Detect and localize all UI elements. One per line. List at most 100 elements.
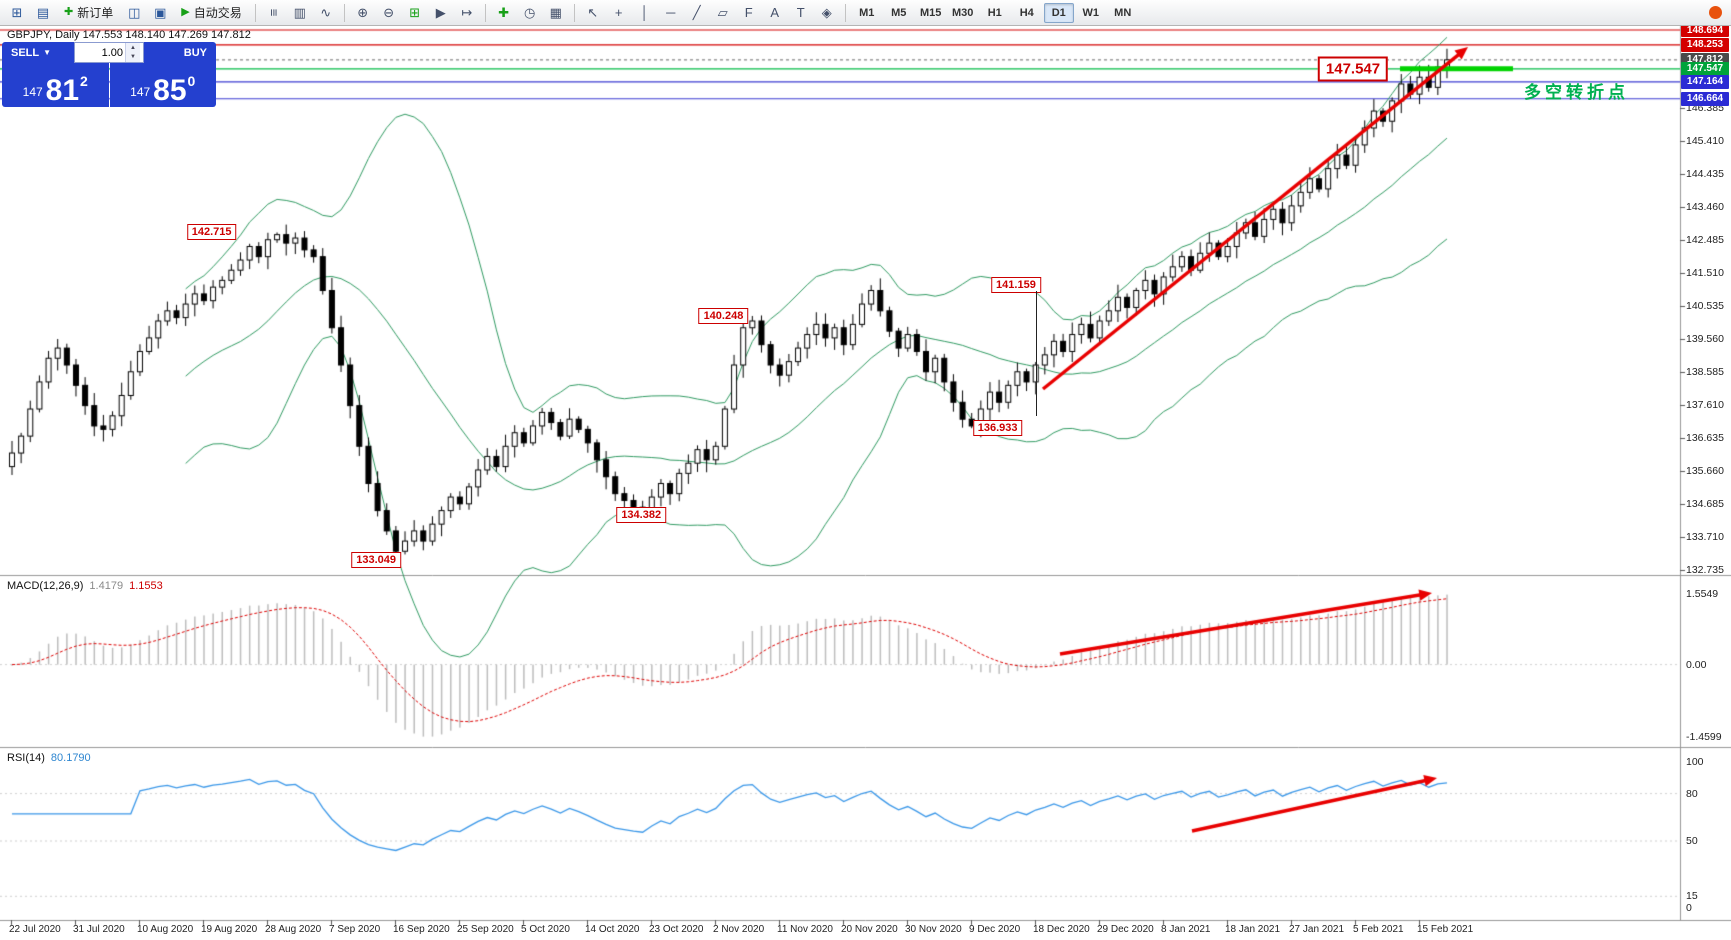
- new-order-icon: ✚: [64, 6, 74, 18]
- date-axis-label: 16 Sep 2020: [393, 924, 450, 935]
- timeframe-m15[interactable]: M15: [920, 6, 942, 19]
- new-chart-icon[interactable]: ⊞: [11, 4, 23, 20]
- data-window-icon[interactable]: ▣: [154, 4, 167, 20]
- sell-label: SELL: [11, 46, 40, 59]
- sell-button[interactable]: SELL ▼: [2, 42, 74, 63]
- sell-price-big: 81: [45, 73, 80, 107]
- timeframe-mn[interactable]: MN: [1114, 6, 1132, 19]
- toolbar-separator: [343, 3, 345, 22]
- buy-price[interactable]: 147 85 0: [109, 63, 216, 107]
- fibonacci-icon[interactable]: F: [744, 5, 753, 20]
- date-axis-label: 18 Dec 2020: [1033, 924, 1090, 935]
- price-line-label: 148.694: [1681, 23, 1729, 37]
- date-axis-label: 14 Oct 2020: [585, 924, 640, 935]
- timeframe-h1[interactable]: H1: [987, 6, 1002, 19]
- chart-profiles-icon[interactable]: ▤: [36, 4, 50, 20]
- periods-icon[interactable]: ◷: [524, 4, 536, 20]
- cursor-icon[interactable]: ↖: [587, 4, 599, 20]
- text-icon[interactable]: A: [770, 5, 780, 20]
- date-axis-label: 22 Jul 2020: [9, 924, 61, 935]
- volume-stepper-down[interactable]: ▼: [126, 52, 140, 62]
- trendline-icon[interactable]: ╱: [692, 4, 701, 20]
- bar-chart-icon[interactable]: ≡: [266, 8, 282, 17]
- price-annotation-label[interactable]: 147.547: [1317, 56, 1389, 82]
- timeframe-d1[interactable]: D1: [1043, 2, 1074, 23]
- date-axis-label: 11 Nov 2020: [777, 924, 833, 935]
- buy-price-big: 85: [153, 73, 187, 107]
- buy-label: BUY: [183, 46, 207, 59]
- templates-icon[interactable]: ▦: [549, 4, 562, 20]
- toolbar: ⊞ ▤ ✚ 新订单 ◫ ▣ ▶ 自动交易 ≡ ▥ ∿ ⊕ ⊖ ⊞ ▶ ↦ ✚ ◷ ▦ ↖ + │ ─ ╱ ▱ F A T…: [0, 0, 1731, 26]
- equidistant-channel-icon[interactable]: ▱: [717, 4, 728, 20]
- date-axis-label: 18 Jan 2021: [1225, 924, 1281, 935]
- rsi-axis-label: 100: [1686, 756, 1704, 768]
- date-axis-label: 15 Feb 2021: [1417, 924, 1474, 935]
- date-axis-label: 19 Aug 2020: [201, 924, 258, 935]
- sell-price-pip: 2: [80, 73, 88, 89]
- buy-price-prefix: 147: [130, 85, 151, 99]
- date-axis-label: 28 Aug 2020: [265, 924, 322, 935]
- date-axis-label: 30 Nov 2020: [905, 924, 962, 935]
- price-annotation-label[interactable]: 140.248: [698, 307, 749, 324]
- price-annotation-label[interactable]: 133.049: [351, 551, 402, 568]
- timeframe-m30[interactable]: M30: [952, 6, 974, 19]
- price-annotation-label[interactable]: 134.382: [616, 506, 667, 523]
- price-annotation-label[interactable]: 136.933: [972, 420, 1023, 437]
- date-axis-label: 10 Aug 2020: [137, 924, 194, 935]
- candlestick-chart-icon[interactable]: ▥: [293, 4, 306, 20]
- chart-shift-icon[interactable]: ↦: [461, 4, 473, 20]
- tile-windows-icon[interactable]: ⊞: [409, 4, 421, 20]
- macd-signal-value: 1.1553: [129, 580, 163, 592]
- timeframe-h4[interactable]: H4: [1019, 6, 1034, 19]
- volume-stepper-up[interactable]: ▲: [126, 43, 140, 53]
- arrows-icon[interactable]: ◈: [821, 4, 832, 20]
- chart-title: GBPJPY, Daily 147.553 148.140 147.269 14…: [7, 29, 251, 41]
- vertical-line-icon[interactable]: │: [640, 5, 649, 20]
- rsi-axis-label: 50: [1686, 835, 1698, 847]
- price-grid-label: 138.585: [1686, 366, 1724, 379]
- sell-price[interactable]: 147 81 2: [2, 63, 109, 107]
- new-order-button[interactable]: ✚ 新订单: [56, 3, 121, 23]
- new-order-label: 新订单: [77, 6, 114, 20]
- date-axis-label: 31 Jul 2020: [73, 924, 125, 935]
- date-axis-label: 5 Oct 2020: [521, 924, 570, 935]
- macd-header: MACD(12,26,9) 1.4179 1.1553: [7, 580, 163, 592]
- indicators-icon[interactable]: ✚: [498, 4, 510, 20]
- date-axis-label: 23 Oct 2020: [649, 924, 704, 935]
- rsi-header: RSI(14) 80.1790: [7, 752, 91, 764]
- crosshair-icon[interactable]: +: [614, 5, 623, 20]
- autotrade-icon: ▶: [181, 6, 190, 18]
- rsi-axis-label: 0: [1686, 902, 1692, 914]
- line-chart-icon[interactable]: ∿: [320, 4, 332, 20]
- market-watch-icon[interactable]: ◫: [128, 4, 141, 20]
- macd-axis-label: 0.00: [1686, 658, 1707, 671]
- price-annotation-label[interactable]: 141.159: [991, 277, 1041, 294]
- date-axis-label: 27 Jan 2021: [1289, 924, 1345, 935]
- autotrade-label: 自动交易: [193, 6, 242, 20]
- notification-icon[interactable]: [1709, 6, 1722, 19]
- toolbar-separator: [844, 3, 846, 22]
- price-grid-label: 135.660: [1686, 465, 1724, 478]
- toolbar-separator: [484, 3, 486, 22]
- rsi-value: 80.1790: [50, 752, 91, 764]
- timeframe-w1[interactable]: W1: [1082, 6, 1099, 19]
- horizontal-line-icon[interactable]: ─: [666, 5, 676, 20]
- auto-scroll-icon[interactable]: ▶: [435, 4, 446, 20]
- price-grid-label: 145.410: [1686, 135, 1724, 148]
- price-grid-label: 136.635: [1686, 432, 1724, 445]
- volume-input[interactable]: [75, 43, 125, 62]
- buy-button[interactable]: BUY: [144, 42, 216, 63]
- price-line-label: 147.164: [1681, 74, 1729, 89]
- text-label-icon[interactable]: T: [796, 5, 805, 20]
- date-axis-label: 7 Sep 2020: [329, 924, 381, 935]
- toolbar-separator: [254, 3, 256, 22]
- timeframe-m5[interactable]: M5: [891, 6, 907, 19]
- macd-axis-label: -1.4599: [1686, 731, 1722, 743]
- zoom-in-icon[interactable]: ⊕: [357, 4, 369, 20]
- zoom-out-icon[interactable]: ⊖: [383, 4, 395, 20]
- timeframe-m1[interactable]: M1: [859, 6, 875, 19]
- autotrade-button[interactable]: ▶ 自动交易: [173, 3, 249, 23]
- turning-point-annotation[interactable]: 多空转折点: [1524, 83, 1629, 102]
- price-annotation-label[interactable]: 142.715: [186, 224, 237, 241]
